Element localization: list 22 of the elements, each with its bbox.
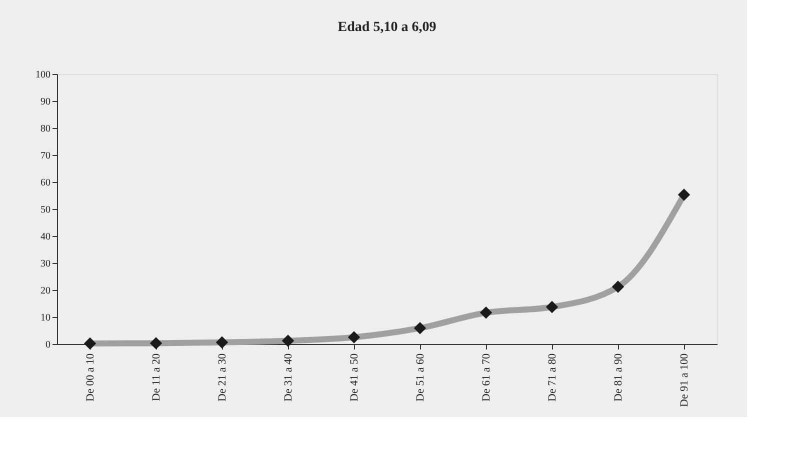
- y-tick-label: 20: [40, 286, 50, 296]
- y-tick-label: 70: [40, 150, 50, 162]
- x-tick-label: De 31 a 40: [282, 353, 294, 402]
- x-tick-label: De 81 a 90: [612, 353, 624, 402]
- chart-title: Edad 5,10 a 6,09: [338, 20, 436, 35]
- y-tick-label: 30: [40, 258, 50, 270]
- y-tick-label: 50: [40, 204, 50, 216]
- y-tick-label: 80: [40, 124, 50, 134]
- y-tick-label: 0: [46, 340, 50, 350]
- y-tick-label: 40: [40, 232, 50, 242]
- x-tick-label: De 41 a 50: [348, 353, 360, 402]
- y-tick-label: 60: [40, 178, 50, 188]
- x-tick-label: De 11 a 20: [150, 353, 162, 402]
- x-tick-label: De 21 a 30: [216, 353, 228, 402]
- x-tick-label: De 00 a 10: [84, 353, 96, 402]
- x-tick-label: De 51 a 60: [414, 353, 426, 402]
- y-tick-label: 90: [40, 96, 50, 108]
- x-tick-label: De 91 a 100: [678, 353, 690, 407]
- x-tick-label: De 71 a 80: [546, 353, 558, 402]
- x-tick-label: De 61 a 70: [480, 353, 492, 402]
- y-tick-label: 100: [36, 70, 50, 80]
- y-tick-label: 10: [40, 312, 50, 324]
